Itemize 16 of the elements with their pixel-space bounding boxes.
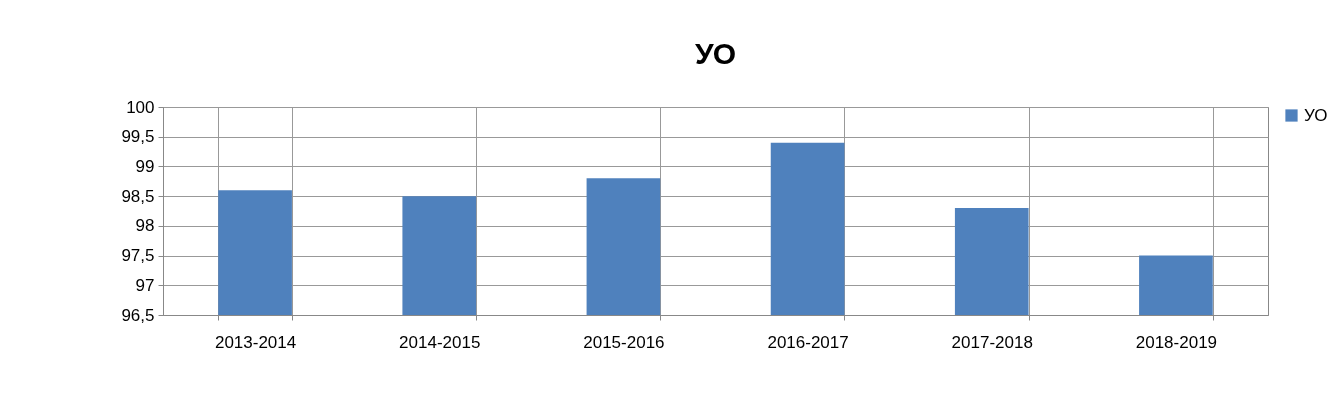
y-tick-label: 97 [135,275,155,295]
y-tick-label: 98 [135,216,155,236]
x-tick-label: 2018-2019 [1135,332,1218,352]
y-tick-label: 98,5 [121,186,155,206]
chart-title: УО [694,37,737,70]
y-tick-label: 99,5 [121,127,155,147]
legend-label: УО [1304,105,1328,125]
x-tick-label: 2015-2016 [583,332,665,352]
y-tick-label: 96,5 [121,305,155,325]
x-tick-label: 2013-2014 [214,332,297,352]
y-tick-label: 100 [126,97,155,117]
x-tick-label: 2017-2018 [951,332,1033,352]
y-tick-label: 97,5 [121,246,155,266]
x-tick-label: 2016-2017 [767,332,849,352]
x-tick-label: 2014-2015 [399,332,481,352]
y-tick-label: 99 [135,156,155,176]
